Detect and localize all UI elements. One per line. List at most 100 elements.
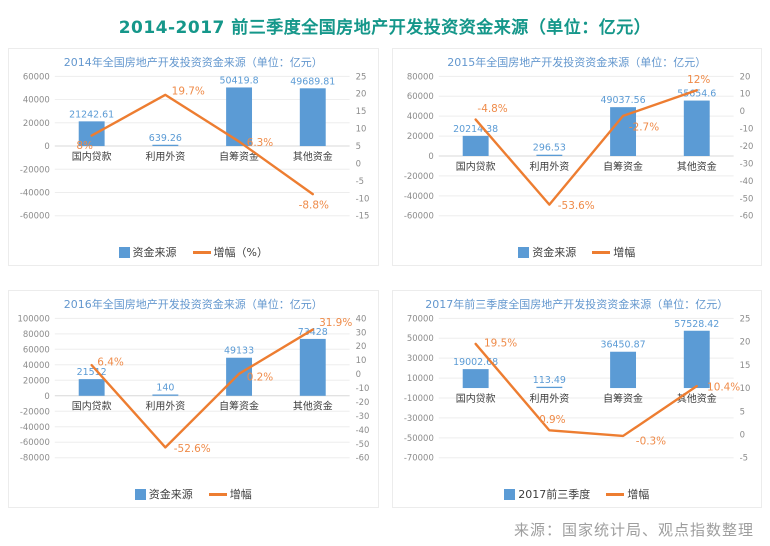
axis-tick-left: 80000	[406, 71, 433, 81]
growth-point-label: -53.6%	[557, 200, 594, 212]
category-label: 其他资金	[676, 160, 716, 173]
growth-point-label: 12%	[687, 74, 710, 86]
axis-tick-left: -60000	[20, 211, 50, 221]
axis-tick-left: 40000	[23, 360, 50, 370]
axis-tick-right: -20	[739, 141, 753, 151]
axis-tick-left: -20000	[20, 164, 50, 174]
growth-line	[90, 328, 314, 449]
chart-canvas-2015: 80000 60000 40000 20000 0 -20000 -40000 -60000 2…	[403, 71, 753, 221]
axis-tick-left: -50000	[403, 433, 433, 443]
chart-panel-2015: 2015年全国房地产开发投资资金来源（单位：亿元） 80000 60000 4000…	[391, 48, 762, 266]
axis-tick-left: 40000	[406, 111, 433, 121]
category-label: 其他资金	[293, 400, 333, 413]
growth-point-label: 0.2%	[247, 371, 274, 383]
growth-point-label: 19.5%	[483, 337, 516, 349]
axis-tick-left: -40000	[403, 191, 433, 201]
bar	[609, 351, 636, 389]
axis-tick-left: 60000	[23, 71, 50, 81]
axis-tick-right: -15	[356, 211, 370, 221]
growth-point-label: 6.4%	[97, 357, 124, 369]
growth-point-label: 31.9%	[319, 317, 352, 329]
axis-tick-left: 100000	[18, 313, 50, 323]
bar-value-label: 19002.68	[453, 357, 498, 368]
legend-item-funds: 资金来源	[118, 244, 177, 260]
axis-tick-right: 40	[356, 313, 367, 323]
legend-item-growth: 增幅	[592, 244, 635, 260]
axis-tick-right: 0	[739, 106, 744, 116]
axis-tick-right: -40	[739, 176, 753, 186]
bar-swatch-icon	[118, 246, 130, 258]
bar	[462, 135, 489, 156]
axis-tick-right: -30	[356, 411, 370, 421]
growth-point-label: -8.8%	[299, 200, 329, 212]
axis-tick-left: -40000	[20, 188, 50, 198]
legend-label: 资金来源	[532, 246, 577, 259]
growth-line	[473, 89, 698, 206]
bar-value-label: 20214.38	[453, 124, 498, 135]
chart-panel-2017: 2017年前三季度全国房地产开发投资资金来源（单位：亿元） 70000 50000…	[391, 290, 762, 508]
axis-tick-right: 30	[356, 327, 367, 337]
axis-tick-left: 20000	[23, 375, 50, 385]
axis-tick-right: 20	[739, 71, 750, 81]
bar	[535, 386, 562, 389]
bar-value-label: 50419.8	[220, 75, 259, 86]
axis-tick-right: 10	[356, 355, 367, 365]
axis-tick-right: 10	[739, 383, 750, 393]
bar	[78, 121, 105, 147]
axis-tick-left: -60000	[403, 211, 433, 221]
axis-tick-left: -10000	[403, 393, 433, 403]
legend-item-funds: 资金来源	[134, 486, 193, 502]
growth-point-label: -4.8%	[477, 103, 507, 115]
bar-value-label: 57528.42	[674, 319, 719, 330]
chart-panel-2016: 2016年全国房地产开发投资资金来源（单位：亿元） 100000 80000 600…	[8, 290, 379, 508]
chart-panel-2014: 2014年全国房地产开发投资资金来源（单位：亿元） 60000 40000 2000…	[8, 48, 379, 266]
bar	[152, 144, 179, 147]
axis-tick-left: -60000	[20, 437, 50, 447]
legend-label: 资金来源	[148, 488, 193, 501]
axis-tick-left: 20000	[23, 118, 50, 128]
bar	[535, 154, 562, 156]
bar-value-label: 49689.81	[290, 76, 335, 87]
category-label: 利用外资	[529, 393, 569, 405]
page-title: 2014-2017 前三季度全国房地产开发投资资金来源（单位：亿元）	[118, 18, 652, 38]
axis-tick-right: 0	[356, 158, 361, 168]
bar-value-label: 140	[156, 383, 174, 394]
legend-label: 增幅	[627, 488, 650, 501]
growth-point-label: 19.7%	[172, 85, 205, 97]
axis-tick-left: 10000	[406, 373, 433, 383]
axis-tick-right: -20	[356, 397, 370, 407]
category-label: 利用外资	[145, 151, 185, 163]
axis-tick-right: -60	[356, 453, 370, 463]
legend-label: 增幅（%）	[213, 246, 268, 259]
category-label: 国内贷款	[455, 160, 495, 173]
bar-value-label: 73428	[298, 327, 328, 338]
axis-tick-right: 5	[739, 406, 744, 416]
axis-tick-right: -5	[356, 176, 364, 186]
axis-tick-right: -60	[739, 211, 753, 221]
bar	[683, 330, 710, 389]
line-swatch-icon	[208, 492, 227, 496]
chart-title-2014: 2014年全国房地产开发投资资金来源（单位：亿元）	[63, 56, 323, 69]
bar-value-label: 113.49	[532, 375, 565, 386]
axis-tick-right: 25	[356, 71, 367, 81]
axis-tick-right: -10	[739, 124, 753, 134]
growth-line	[90, 93, 314, 196]
axis-tick-left: 70000	[406, 313, 433, 323]
axis-tick-right: 20	[356, 341, 367, 351]
axis-tick-right: -40	[356, 425, 370, 435]
bar	[299, 338, 326, 396]
legend-item-growth: 增幅	[208, 486, 252, 502]
axis-tick-left: -30000	[403, 413, 433, 423]
growth-point-label: 0.9%	[539, 414, 566, 426]
axis-tick-right: -30	[739, 158, 753, 168]
legend-item-growth: 增幅（%）	[192, 244, 268, 260]
chart-legend-2017: 2017前三季度 增幅	[393, 484, 762, 504]
axis-tick-left: 20000	[406, 131, 433, 141]
bar	[462, 369, 489, 389]
bar-value-label: 49037.56	[600, 95, 645, 106]
axis-tick-right: -50	[356, 439, 370, 449]
axis-tick-right: 20	[739, 337, 750, 347]
legend-item-growth: 增幅	[606, 486, 649, 502]
axis-tick-right: 20	[356, 89, 367, 99]
